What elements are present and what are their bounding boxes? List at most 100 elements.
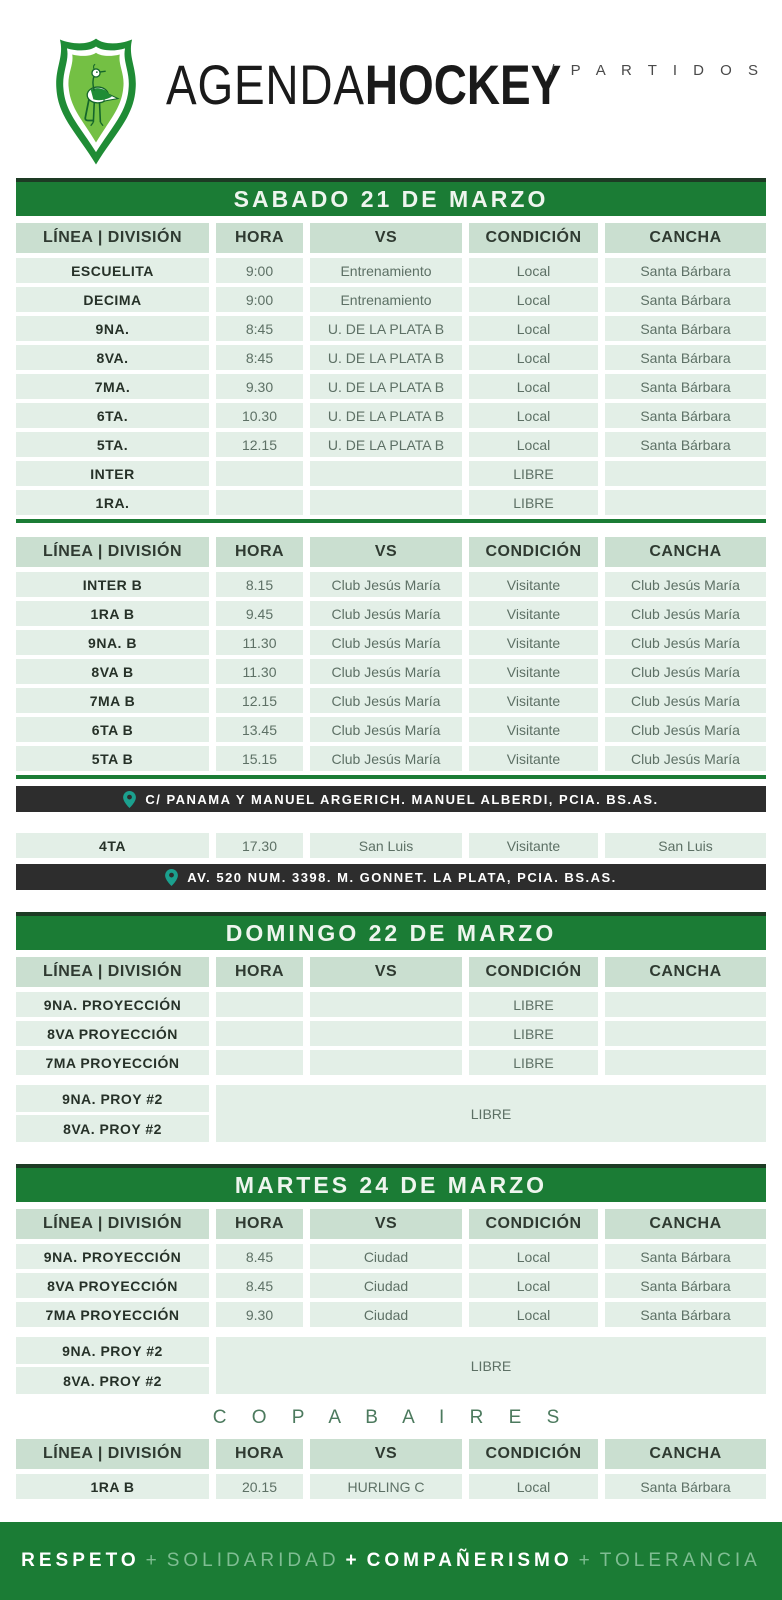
table-row: 7MA PROYECCIÓN LIBRE [16, 1050, 766, 1075]
matches-table: LÍNEA | DIVISIÓN HORA VS CONDICIÓN CANCHA 1RA… [16, 1439, 766, 1499]
cell-linea-division: 1RA B [16, 1474, 209, 1499]
table-row: 9NA. PROYECCIÓN 8.45 Ciudad Local Santa Bárb… [16, 1244, 766, 1269]
cell-cancha: Santa Bárbara [605, 287, 766, 312]
column-header: CANCHA [605, 1209, 766, 1239]
day-title: DOMINGO 22 DE MARZO [16, 912, 766, 950]
footer-word: COMPAÑERISMO [366, 1550, 573, 1571]
cell-vs [310, 490, 462, 515]
cell-hora: 12.15 [216, 432, 303, 457]
cell-cancha: Santa Bárbara [605, 403, 766, 428]
cell-hora: 15.15 [216, 746, 303, 771]
cell-hora: 8.45 [216, 1244, 303, 1269]
copa-baires-title: C O P A B A I R E S [212, 1407, 570, 1428]
table-row: 1RA B 9.45 Club Jesús María Visitante Club J… [16, 601, 766, 626]
cell-linea-division: 4TA [16, 833, 209, 858]
cell-cancha: Santa Bárbara [605, 345, 766, 370]
cell-condicion: Visitante [469, 659, 598, 684]
brand-wordmark: AGENDAHOCKEY [166, 52, 561, 117]
table-row: 8VA. 8:45 U. DE LA PLATA B Local Santa Bárba… [16, 345, 766, 370]
cell-hora: 9:00 [216, 258, 303, 283]
cell-vs: U. DE LA PLATA B [310, 403, 462, 428]
club-shield-logo [56, 38, 136, 165]
cell-cancha: Club Jesús María [605, 630, 766, 655]
cell-cancha: Club Jesús María [605, 746, 766, 771]
column-header: HORA [216, 1209, 303, 1239]
cell-condicion: Visitante [469, 688, 598, 713]
cell-vs [310, 461, 462, 486]
matches-table: 4TA 17.30 San Luis Visitante San Luis [16, 833, 766, 858]
cell-vs: Club Jesús María [310, 688, 462, 713]
cell-vs: Ciudad [310, 1302, 462, 1327]
table-header-row: LÍNEA | DIVISIÓN HORA VS CONDICIÓN CANCHA [16, 1209, 766, 1239]
footer-word: + [578, 1550, 594, 1571]
column-header: CONDICIÓN [469, 1209, 598, 1239]
column-header: CONDICIÓN [469, 537, 598, 567]
cell-linea-division: 7MA. [16, 374, 209, 399]
cell-hora: 13.45 [216, 717, 303, 742]
cell-linea-division: 1RA. [16, 490, 209, 515]
cell-vs [310, 1050, 462, 1075]
cell-hora: 8:45 [216, 345, 303, 370]
cell-condicion: LIBRE [469, 1050, 598, 1075]
cell-linea-division: INTER B [16, 572, 209, 597]
cell-vs: U. DE LA PLATA B [310, 345, 462, 370]
cell-hora: 9:00 [216, 287, 303, 312]
cell-condicion: Local [469, 1474, 598, 1499]
cell-cancha: Santa Bárbara [605, 432, 766, 457]
day-title: MARTES 24 DE MARZO [16, 1164, 766, 1202]
table-row: 4TA 17.30 San Luis Visitante San Luis [16, 833, 766, 858]
cell-linea-division: 8VA. PROY #2 [16, 1367, 209, 1394]
cell-linea-division: 8VA. [16, 345, 209, 370]
section-divider-rule [16, 775, 766, 779]
column-header: CANCHA [605, 957, 766, 987]
cell-linea-division: 7MA PROYECCIÓN [16, 1050, 209, 1075]
cell-linea-division: 9NA. [16, 316, 209, 341]
venue-address-text: C/ PANAMA Y MANUEL ARGERICH. MANUEL ALBE… [145, 791, 659, 807]
cell-linea-division: 8VA PROYECCIÓN [16, 1273, 209, 1298]
column-header: VS [310, 1209, 462, 1239]
cell-condicion: Local [469, 1244, 598, 1269]
footer-word: TOLERANCIA [599, 1550, 761, 1571]
table-row: 6TA B 13.45 Club Jesús María Visitante Club … [16, 717, 766, 742]
page-header: AGENDAHOCKEY / P A R T I D O S [0, 0, 782, 178]
cell-vs: Club Jesús María [310, 659, 462, 684]
cell-condicion: Visitante [469, 601, 598, 626]
table-row: 8VA PROYECCIÓN 8.45 Ciudad Local Santa Bárba… [16, 1273, 766, 1298]
location-pin-icon [123, 790, 137, 808]
cell-condicion: Local [469, 1302, 598, 1327]
brand-agenda: AGENDA [166, 53, 365, 116]
table-row: 7MA B 12.15 Club Jesús María Visitante Club … [16, 688, 766, 713]
cell-cancha: San Luis [605, 833, 766, 858]
section-divider-rule [16, 519, 766, 523]
cell-vs [310, 1021, 462, 1046]
cell-linea-division: 1RA B [16, 601, 209, 626]
footer-word: + [345, 1550, 361, 1571]
cell-vs: U. DE LA PLATA B [310, 316, 462, 341]
table-row: 8VA B 11.30 Club Jesús María Visitante Club … [16, 659, 766, 684]
column-header: LÍNEA | DIVISIÓN [16, 1439, 209, 1469]
matches-table: LÍNEA | DIVISIÓN HORA VS CONDICIÓN CANCHA 9NA… [16, 957, 766, 1075]
cell-linea-division: 8VA. PROY #2 [16, 1115, 209, 1142]
day-title: SABADO 21 DE MARZO [16, 178, 766, 216]
cell-linea-division: 9NA. PROYECCIÓN [16, 1244, 209, 1269]
footer-word: + [145, 1550, 161, 1571]
cell-condicion: LIBRE [469, 992, 598, 1017]
cell-condicion: LIBRE [469, 1021, 598, 1046]
column-header: CONDICIÓN [469, 957, 598, 987]
column-header: HORA [216, 1439, 303, 1469]
cell-hora: 11.30 [216, 659, 303, 684]
cell-cancha: Santa Bárbara [605, 258, 766, 283]
libre-merged-block: 9NA. PROY #2 8VA. PROY #2 LIBRE [16, 1337, 766, 1394]
column-header: HORA [216, 537, 303, 567]
cell-condicion: Visitante [469, 717, 598, 742]
cell-linea-division: INTER [16, 461, 209, 486]
cell-linea-division: 9NA. PROYECCIÓN [16, 992, 209, 1017]
cell-vs: Club Jesús María [310, 746, 462, 771]
cell-condicion: Local [469, 287, 598, 312]
cell-cancha: Club Jesús María [605, 601, 766, 626]
column-header: LÍNEA | DIVISIÓN [16, 223, 209, 253]
cell-linea-division: 6TA B [16, 717, 209, 742]
cell-vs: Club Jesús María [310, 630, 462, 655]
cell-linea-division: 8VA PROYECCIÓN [16, 1021, 209, 1046]
column-header: CANCHA [605, 537, 766, 567]
